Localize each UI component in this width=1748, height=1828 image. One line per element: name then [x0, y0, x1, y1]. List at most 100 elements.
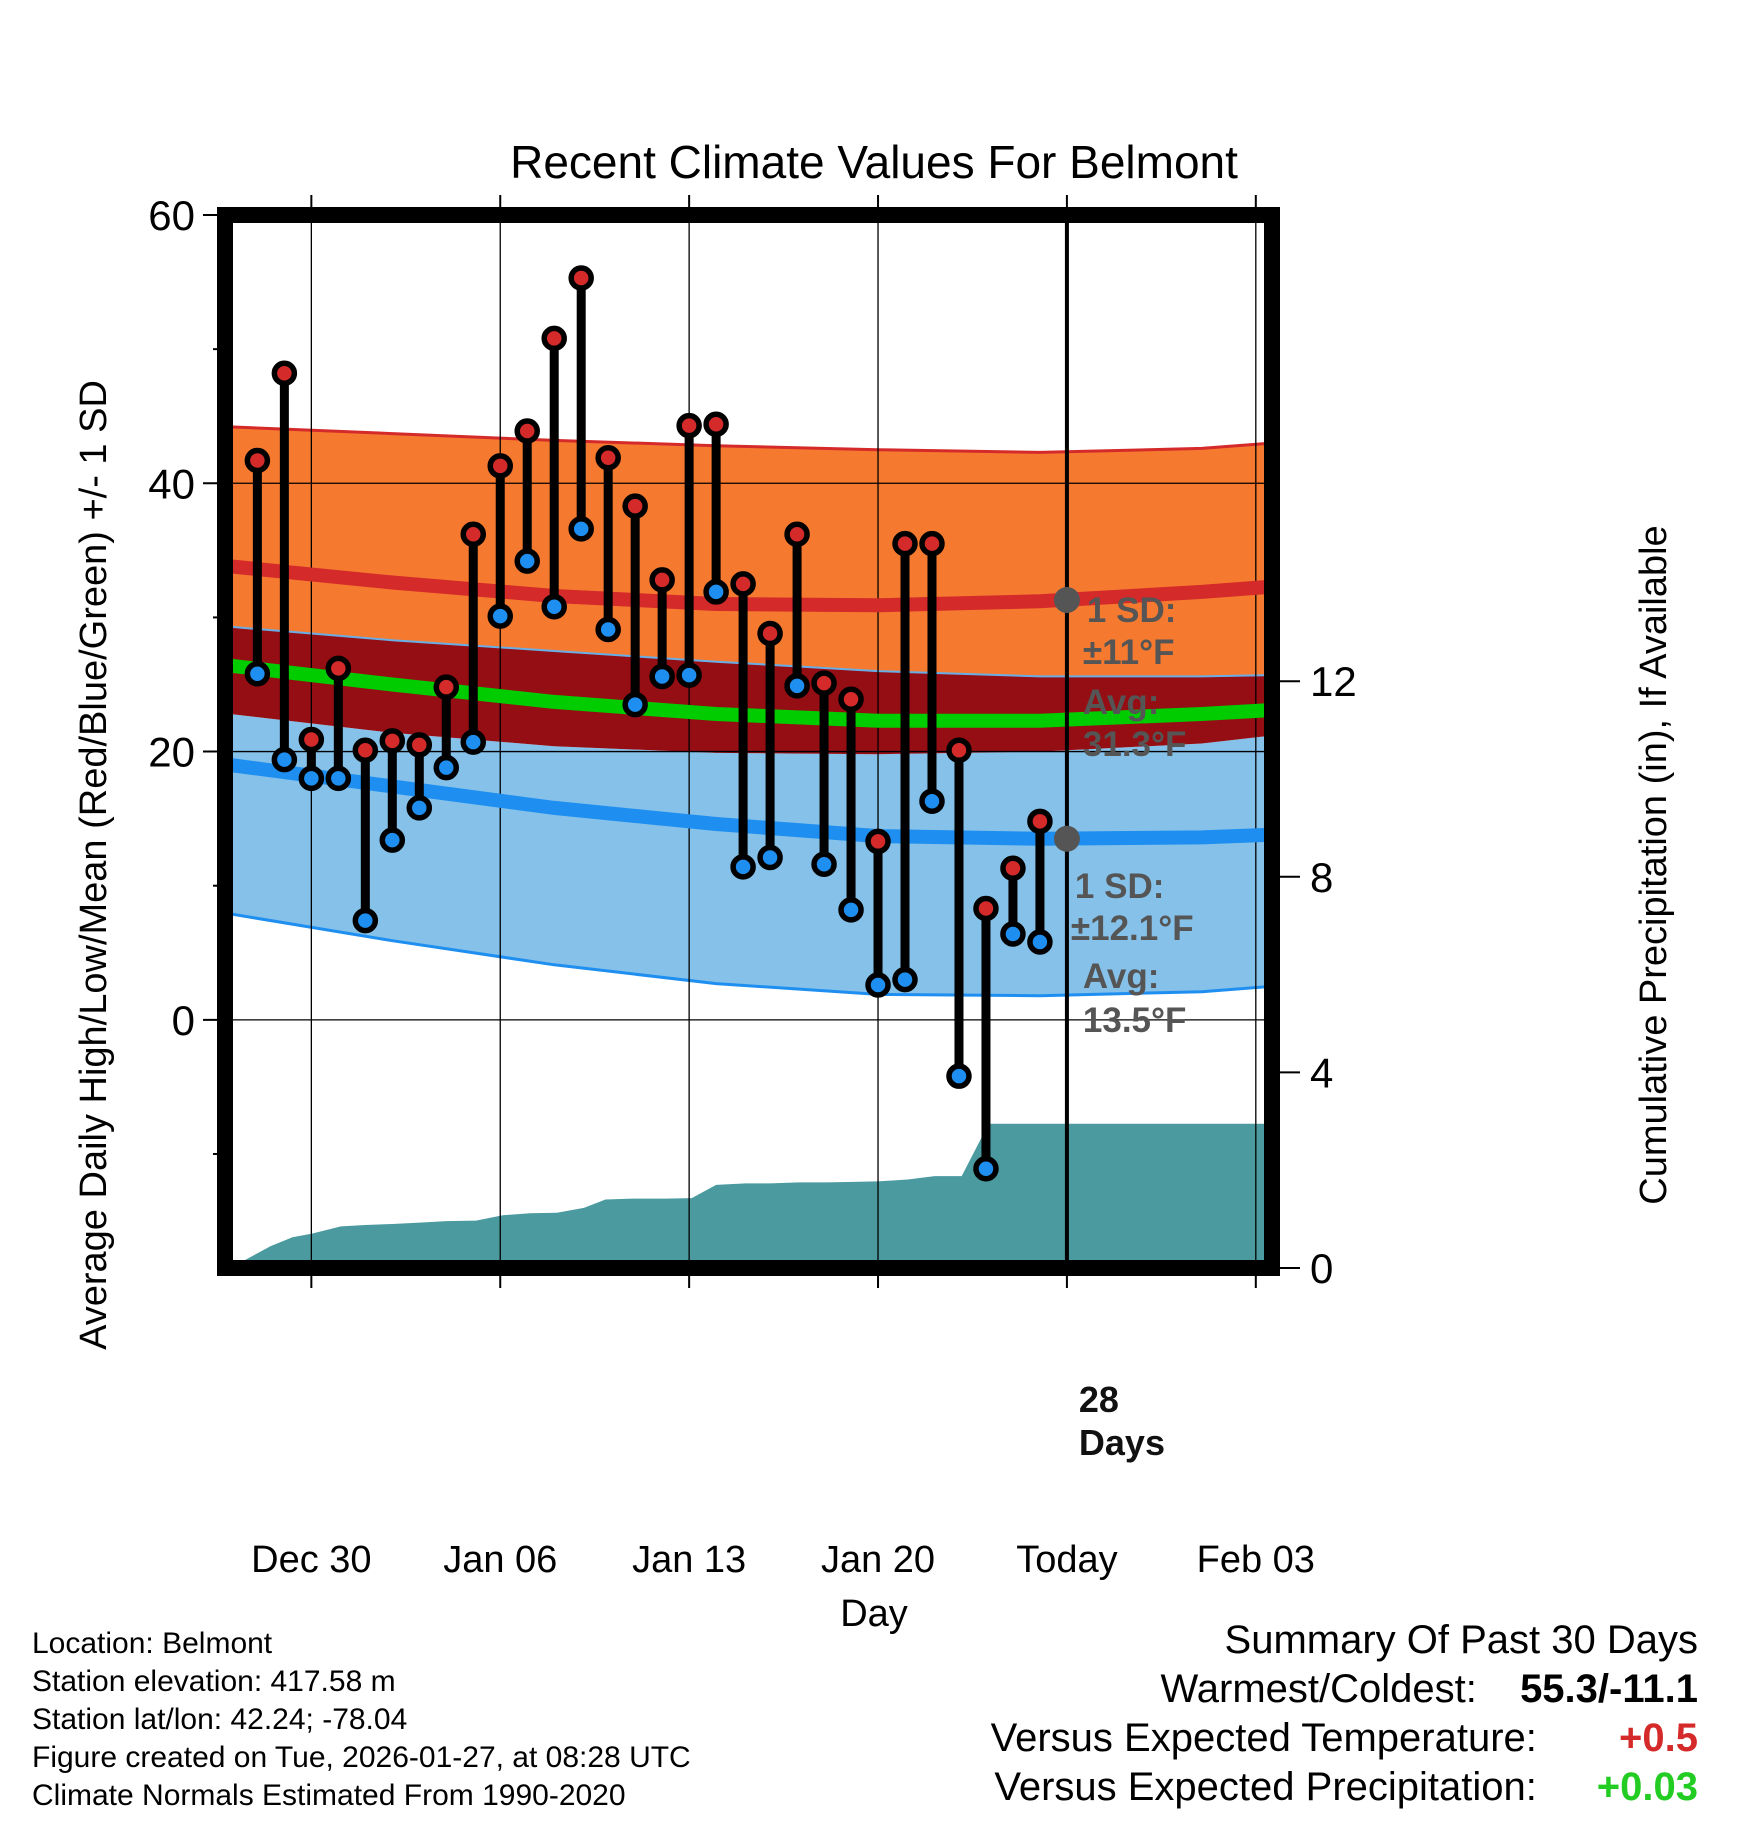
avg-mean-line: [229, 658, 1273, 728]
y-left-tick-label: 40: [148, 460, 195, 507]
high-avg-marker: [1053, 586, 1080, 613]
high-point: [811, 670, 837, 696]
low-point: [352, 907, 379, 934]
low-sd-value: ±12.1°F: [1071, 909, 1194, 948]
y-right-tick-label: 12: [1310, 658, 1357, 705]
x-tick-label: Feb 03: [1197, 1539, 1315, 1581]
x-tick-label: Today: [1016, 1539, 1117, 1581]
low-point: [433, 754, 460, 781]
high-avg-value: 31.3°F: [1083, 725, 1187, 764]
low-point: [865, 972, 891, 998]
low-point: [946, 1063, 972, 1089]
x-axis-label: Day: [840, 1593, 908, 1635]
low-point: [568, 516, 594, 542]
plot-frame: [217, 207, 1280, 1276]
low-point: [406, 795, 433, 821]
summary-title: Summary Of Past 30 Days: [1224, 1618, 1698, 1662]
precip-days-count: 28: [1079, 1379, 1119, 1420]
summary-temp-row: Versus Expected Temperature: +0.5: [991, 1716, 1698, 1761]
low-point: [649, 663, 675, 690]
high-point: [973, 895, 999, 922]
info-location: Location: Belmont: [32, 1627, 273, 1660]
high-point: [298, 726, 325, 753]
low-point: [838, 897, 864, 923]
low-sd-label: 1 SD:: [1075, 867, 1164, 906]
precip-days-label: Days: [1079, 1422, 1165, 1463]
low-lower-line: [230, 912, 1273, 998]
low-point: [379, 827, 406, 853]
low-point: [244, 661, 271, 687]
high-avg-label: Avg:: [1083, 683, 1159, 722]
summary-precip-row: Versus Expected Precipitation: +0.03: [991, 1765, 1698, 1810]
y-left-tick-label: 60: [148, 192, 195, 239]
y-right-tick-label: 4: [1310, 1049, 1333, 1096]
axes: 0 20 40 60 0 4 8 12 Dec 30 Jan 06 Jan 13 Jan 20 Toda…: [148, 192, 1356, 1581]
chart-title: Recent Climate Values For Belmont: [510, 136, 1238, 188]
high-point: [676, 412, 702, 439]
high-point: [406, 732, 433, 758]
low-point: [325, 765, 352, 792]
high-point: [703, 411, 729, 438]
high-point: [919, 530, 945, 557]
precip-value: +0.03: [1596, 1765, 1698, 1809]
high-upper-line: [230, 425, 1273, 454]
low-point: [892, 966, 918, 993]
y-axis-right-label: Cumulative Precipitation (in), If Availa…: [1633, 525, 1675, 1204]
high-point: [514, 418, 540, 444]
high-point: [487, 453, 513, 479]
high-point: [622, 493, 648, 519]
info-latlon: Station lat/lon: 42.24; -78.04: [32, 1703, 408, 1736]
low-point: [460, 729, 487, 755]
low-avg-label: Avg:: [1083, 957, 1159, 996]
high-point: [433, 674, 460, 700]
precip-area: [230, 1123, 1272, 1268]
high-point: [784, 521, 810, 548]
low-point: [676, 662, 702, 688]
high-point: [271, 360, 298, 387]
warmest-value: 55.3/-11.1: [1520, 1667, 1698, 1711]
high-point: [730, 571, 756, 597]
low-point: [1000, 921, 1026, 947]
high-point: [649, 567, 675, 593]
high-point: [352, 737, 379, 763]
high-point: [838, 686, 864, 712]
high-sd-value: ±11°F: [1083, 633, 1175, 672]
high-point: [1027, 808, 1053, 835]
high-point: [595, 445, 621, 471]
warmest-label: Warmest/Coldest:: [1160, 1667, 1477, 1711]
low-point: [973, 1155, 999, 1182]
low-point: [703, 579, 729, 605]
low-avg-marker: [1053, 825, 1080, 852]
low-point: [622, 691, 648, 718]
info-normals: Climate Normals Estimated From 1990-2020: [32, 1779, 626, 1812]
x-tick-label: Dec 30: [251, 1539, 371, 1581]
high-point: [865, 828, 891, 855]
temp-value: +0.5: [1619, 1716, 1698, 1760]
y-right-tick-label: 8: [1310, 854, 1333, 901]
y-left-tick-label: 0: [172, 997, 195, 1044]
low-point: [487, 603, 513, 629]
high-point: [946, 737, 972, 763]
y-right-tick-label: 0: [1310, 1245, 1333, 1292]
high-point: [568, 265, 594, 291]
low-point: [919, 788, 945, 814]
temp-label: Versus Expected Temperature:: [990, 1716, 1537, 1760]
x-tick-label: Jan 06: [443, 1539, 557, 1581]
high-point: [541, 325, 567, 352]
info-elevation: Station elevation: 417.58 m: [32, 1665, 396, 1698]
observations: [244, 265, 1053, 1182]
high-point: [892, 530, 918, 557]
low-point: [730, 854, 756, 880]
x-tick-label: Jan 20: [821, 1539, 935, 1581]
summary-warmest-row: Warmest/Coldest: 55.3/-11.1: [991, 1667, 1699, 1712]
low-point: [298, 765, 325, 792]
low-point: [1027, 929, 1053, 955]
high-point: [325, 655, 352, 682]
low-point: [811, 851, 837, 877]
y-left-tick-label: 20: [148, 729, 195, 776]
station-info: Location: Belmont Station elevation: 417…: [32, 1625, 691, 1815]
low-avg-value: 13.5°F: [1083, 1001, 1187, 1040]
high-point: [379, 728, 406, 754]
